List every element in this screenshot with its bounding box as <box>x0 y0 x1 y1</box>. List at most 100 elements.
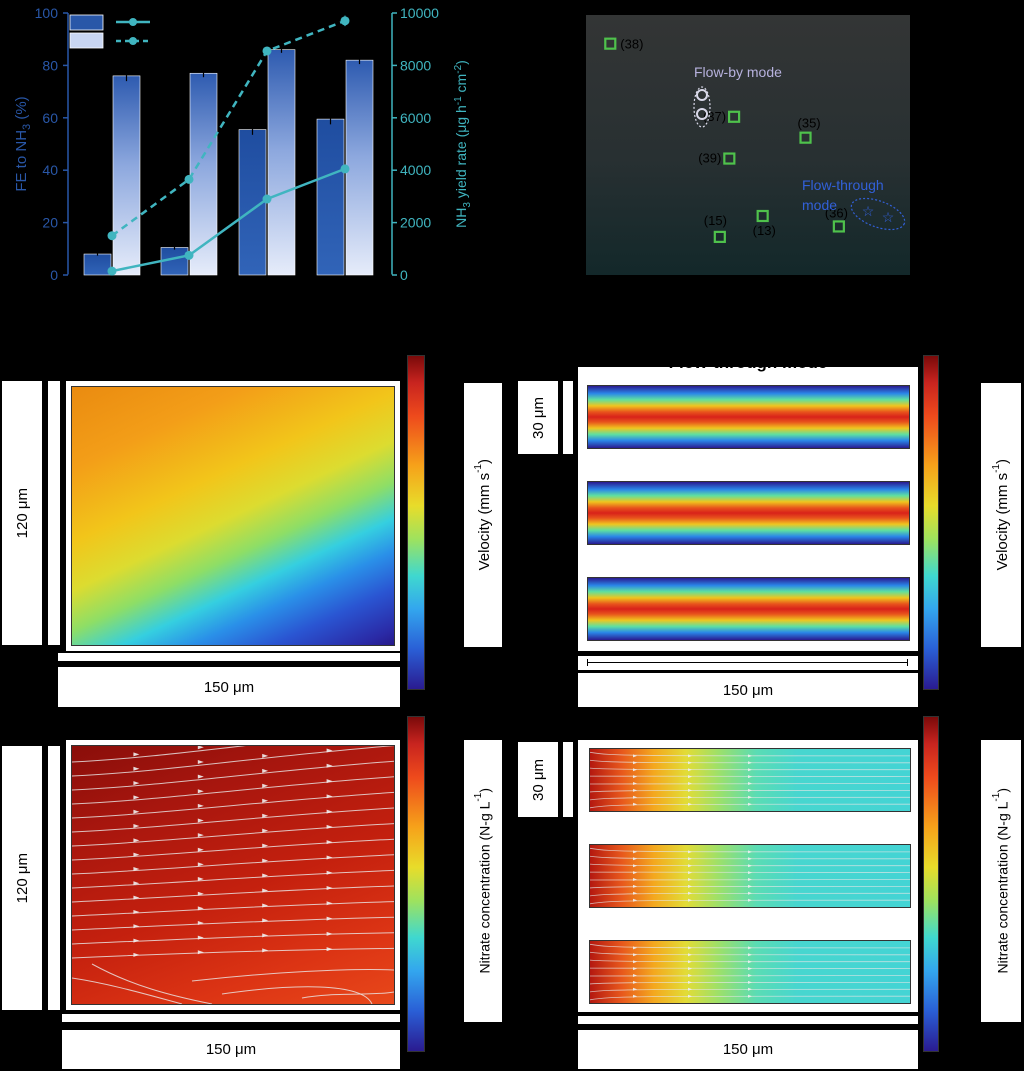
channel-streamline <box>590 879 910 881</box>
streamline-arrow <box>133 824 140 829</box>
streamline <box>301 991 394 999</box>
streamline-arrow <box>262 948 269 953</box>
fe-yield-chart: 0 20 40 60 80 100 0 2000 4000 6000 8000 10000 FE to… <box>13 5 473 283</box>
streamline-arrow <box>326 916 333 921</box>
channel-arrow <box>688 898 692 902</box>
streamline <box>72 977 183 1004</box>
nitrate-ft-frame <box>578 740 918 1012</box>
streamline-arrow <box>197 833 204 838</box>
flow-by-label: Flow-by mode <box>694 64 782 80</box>
streamline-arrow <box>262 828 269 833</box>
channel-streamline <box>590 855 910 860</box>
scale-bar-end-left <box>587 659 588 666</box>
streamline-arrow <box>133 938 140 943</box>
streamline-arrow <box>262 903 269 908</box>
dim-box-120-a: 120 μm <box>2 381 42 645</box>
streamline-arrow <box>133 809 140 814</box>
point-label: (39) <box>698 151 721 166</box>
streamline-arrow <box>133 924 140 929</box>
channel-arrow <box>633 761 637 765</box>
dim-label-120-a: 120 μm <box>13 487 31 539</box>
velocity-axis-label-a: Velocity (mm s-1) <box>473 459 493 571</box>
streamline-arrow <box>326 748 333 753</box>
streamline-arrow <box>197 950 204 955</box>
channel-arrow <box>748 782 752 785</box>
channel-arrow <box>688 994 692 998</box>
channel-streamline <box>590 892 910 897</box>
streamline-arrow <box>262 888 269 893</box>
channel-streamline <box>590 783 910 785</box>
channel-arrow <box>633 878 637 881</box>
channel-arrow <box>688 884 692 888</box>
streamline-arrow <box>262 813 269 818</box>
dim-box-150-c: 150 μm <box>62 1030 400 1069</box>
nitrate-channel-1 <box>589 748 911 812</box>
channel-arrow <box>688 850 692 854</box>
channel-streamlines <box>590 943 910 1001</box>
nitrate-map-frame <box>66 740 400 1010</box>
channel-streamline <box>590 988 910 993</box>
legend-yield-swatch <box>69 32 104 49</box>
streamline-arrow <box>326 901 333 906</box>
nitrate-label-box-b: Nitrate concentration (N-g L-1) <box>981 740 1021 1022</box>
dim-bar-d <box>48 746 60 1010</box>
flow-by-point-1 <box>696 89 708 101</box>
channel-streamline <box>590 967 910 969</box>
dim-box-30-a: 30 μm <box>518 381 558 454</box>
scale-bar-box <box>578 656 918 670</box>
y-tick-label: 20 <box>42 215 58 231</box>
streamline-arrow <box>197 774 204 779</box>
channel-arrow <box>688 795 692 799</box>
streamline-arrow <box>262 918 269 923</box>
streamline-arrow <box>133 866 140 871</box>
point-label: (13) <box>753 223 776 238</box>
channel-arrow <box>748 974 752 977</box>
channel-arrow <box>633 967 637 971</box>
channel-arrow <box>688 974 692 977</box>
streamline-arrow <box>197 862 204 867</box>
y2-tick-label: 10000 <box>400 5 439 21</box>
channel-arrow <box>633 980 637 984</box>
dim-label-30-a: 30 μm <box>529 396 547 439</box>
channel-arrow <box>748 980 752 984</box>
yield-bar <box>189 72 218 276</box>
dim-bar-g <box>578 1016 918 1024</box>
streamline-arrow <box>326 794 333 799</box>
dim-label-120-b: 120 μm <box>13 852 31 904</box>
channel-streamline <box>590 775 910 777</box>
channel-arrow <box>748 898 752 902</box>
dim-box-120-b: 120 μm <box>2 746 42 1010</box>
point-label: (38) <box>620 37 643 52</box>
streamline-arrow <box>326 763 333 768</box>
streamline <box>72 854 394 875</box>
channel-arrow <box>633 850 637 854</box>
channel-streamline <box>590 751 910 757</box>
streamline <box>72 807 394 833</box>
dim-bar-a <box>48 381 60 645</box>
legend-fe-swatch <box>69 14 104 31</box>
streamline-arrow <box>197 920 204 925</box>
streamline-arrow <box>133 952 140 957</box>
y-tick-label: 60 <box>42 110 58 126</box>
literature-point <box>727 110 741 123</box>
streamline-arrow <box>326 886 333 891</box>
velocity-map-frame <box>66 381 400 651</box>
y-tick-label: 40 <box>42 162 58 178</box>
channel-streamline <box>590 982 910 985</box>
yield-bar <box>267 49 296 276</box>
channel-arrow <box>688 891 692 895</box>
point-label: (35) <box>798 116 821 131</box>
streamline-arrow <box>133 881 140 886</box>
streamline-arrow <box>326 840 333 845</box>
velocity-ft-frame: Flow-through mode <box>578 353 918 651</box>
dim-label-150-d: 150 μm <box>722 1041 774 1058</box>
velocity-channel-2 <box>587 481 910 545</box>
literature-point <box>604 37 617 50</box>
channel-arrow <box>748 953 752 957</box>
channel-streamline <box>590 886 910 889</box>
channel-streamline <box>590 790 910 793</box>
channel-arrow <box>748 878 752 881</box>
velocity-colorbar-a <box>407 355 425 690</box>
y-tick-label: 80 <box>42 57 58 73</box>
channel-arrow <box>688 761 692 765</box>
